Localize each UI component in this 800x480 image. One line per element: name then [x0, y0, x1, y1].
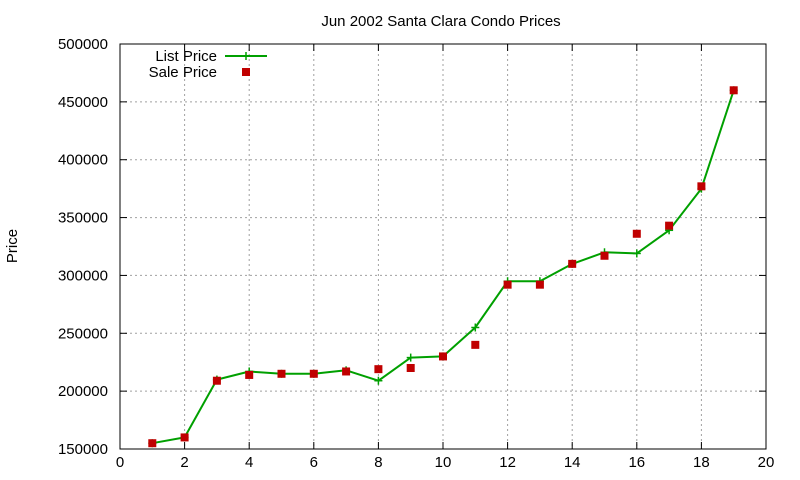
sale-price-point	[342, 367, 351, 376]
sale-price-point	[406, 364, 415, 372]
sale-price-point	[180, 433, 189, 442]
legend-marker-list-price	[242, 52, 250, 60]
x-tick-label: 2	[180, 454, 188, 471]
chart-title: Jun 2002 Santa Clara Condo Prices	[321, 13, 560, 30]
x-tick-label: 18	[693, 454, 710, 471]
y-tick-label: 200000	[58, 383, 108, 400]
sale-price-point	[503, 280, 512, 289]
x-tick-label: 14	[564, 454, 581, 471]
x-tick-label: 20	[758, 454, 775, 471]
sale-price-point	[729, 86, 738, 95]
y-tick-label: 400000	[58, 152, 108, 169]
x-tick-label: 4	[245, 454, 253, 471]
list-price-point	[632, 249, 641, 258]
sale-price-point	[600, 251, 609, 260]
sale-price-point	[277, 369, 286, 378]
sale-price-point	[568, 259, 577, 268]
y-tick-label: 250000	[58, 325, 108, 342]
x-tick-label: 12	[499, 454, 516, 471]
legend-marker-sale-price	[242, 68, 250, 76]
sale-price-point	[471, 340, 480, 349]
plot-border	[119, 43, 767, 450]
legend-label-list-price: List Price	[155, 48, 217, 65]
y-axis-label: Price	[4, 229, 21, 263]
y-tick-label: 300000	[58, 267, 108, 284]
sale-price-point	[309, 369, 318, 378]
y-tick-label: 150000	[58, 441, 108, 458]
y-tick-label: 450000	[58, 94, 108, 111]
list-price-point	[471, 323, 480, 332]
x-tick-label: 16	[628, 454, 645, 471]
x-tick-label: 8	[374, 454, 382, 471]
sale-price-point	[245, 370, 254, 379]
list-price-point	[374, 376, 383, 385]
sale-price-point	[374, 365, 383, 374]
grid-lines	[120, 44, 766, 449]
sale-price-point	[535, 280, 544, 289]
x-tick-label: 0	[116, 454, 124, 471]
sale-price-point	[665, 221, 674, 230]
sale-price-point	[148, 439, 157, 448]
y-tick-label: 350000	[58, 210, 108, 227]
x-tick-label: 10	[435, 454, 452, 471]
x-tick-label: 6	[310, 454, 318, 471]
axes: 0 2 4 6 8 10 12 14 16 18 20 150000 200000 250000 30000…	[58, 36, 774, 471]
sale-price-point	[212, 376, 221, 385]
sale-price-point	[697, 182, 706, 191]
plot-area	[148, 86, 738, 448]
y-tick-label: 500000	[58, 36, 108, 53]
sale-price-point	[632, 229, 641, 238]
sale-price-point	[439, 352, 447, 361]
legend-label-sale-price: Sale Price	[149, 64, 217, 81]
list-price-point	[406, 353, 415, 362]
